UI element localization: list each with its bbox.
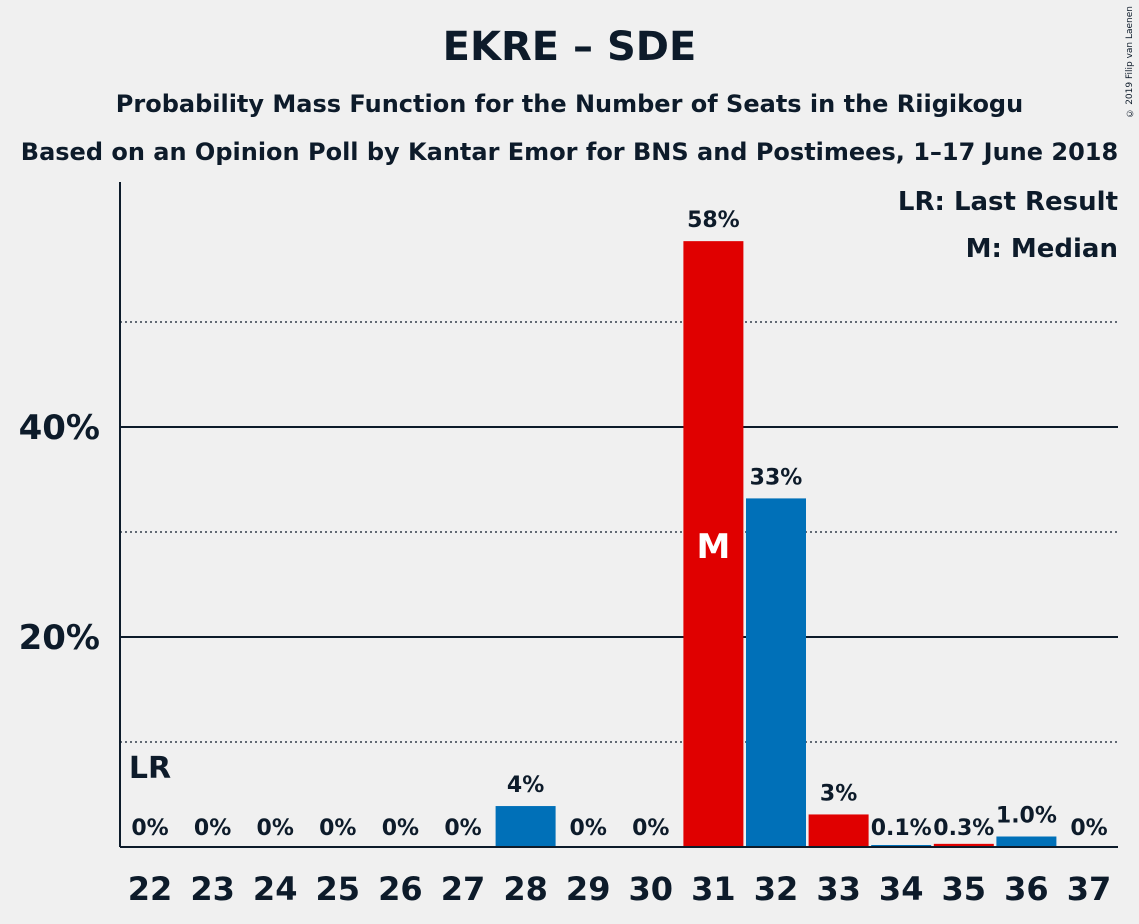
x-tick-label: 26 <box>378 870 423 908</box>
chart-title: EKRE – SDE <box>442 24 697 70</box>
x-tick-label: 29 <box>566 870 611 908</box>
median-marker: M <box>696 527 730 567</box>
legend-median: M: Median <box>966 234 1118 264</box>
bar <box>746 498 806 847</box>
bar-value-label: 0% <box>444 816 481 841</box>
bar <box>495 806 556 847</box>
x-tick-label: 24 <box>253 870 298 908</box>
x-tick-label: 37 <box>1067 870 1112 908</box>
bar-value-label: 0% <box>257 816 294 841</box>
bar-value-label: 4% <box>507 773 544 798</box>
x-tick-label: 23 <box>190 870 235 908</box>
bar-value-label: 1.0% <box>996 804 1057 829</box>
x-tick-label: 22 <box>128 870 173 908</box>
bar <box>808 814 869 847</box>
bar <box>683 241 744 847</box>
x-tick-label: 33 <box>816 870 861 908</box>
bar-value-label: 0.3% <box>933 816 994 841</box>
bar-value-label: 33% <box>750 465 803 490</box>
bar <box>996 836 1057 847</box>
bar-value-label: 0% <box>632 816 669 841</box>
x-tick-label: 28 <box>503 870 548 908</box>
x-tick-label: 25 <box>316 870 361 908</box>
chart-source-note: Based on an Opinion Poll by Kantar Emor … <box>20 138 1119 166</box>
x-tick-label: 32 <box>754 870 799 908</box>
x-tick-label: 31 <box>691 870 736 908</box>
chart-subtitle: Probability Mass Function for the Number… <box>115 90 1024 118</box>
bar-value-label: 0% <box>319 816 356 841</box>
x-tick-label: 34 <box>879 870 924 908</box>
bar <box>933 843 994 847</box>
x-tick-label: 27 <box>441 870 486 908</box>
y-tick-label: 20% <box>19 618 100 658</box>
y-tick-label: 40% <box>19 408 100 448</box>
bar-value-label: 0% <box>382 816 419 841</box>
bar-value-label: 0% <box>1070 816 1107 841</box>
x-tick-label: 35 <box>942 870 987 908</box>
bar-value-label: 0.1% <box>871 816 932 841</box>
bar-value-label: 0% <box>131 816 168 841</box>
bar-value-label: 0% <box>570 816 607 841</box>
bar-value-label: 0% <box>194 816 231 841</box>
x-tick-label: 30 <box>629 870 674 908</box>
bar-value-label: 3% <box>820 781 857 806</box>
last-result-marker: LR <box>129 751 171 786</box>
legend-last-result: LR: Last Result <box>898 187 1118 217</box>
x-tick-label: 36 <box>1004 870 1049 908</box>
bar-value-label: 58% <box>687 208 740 233</box>
